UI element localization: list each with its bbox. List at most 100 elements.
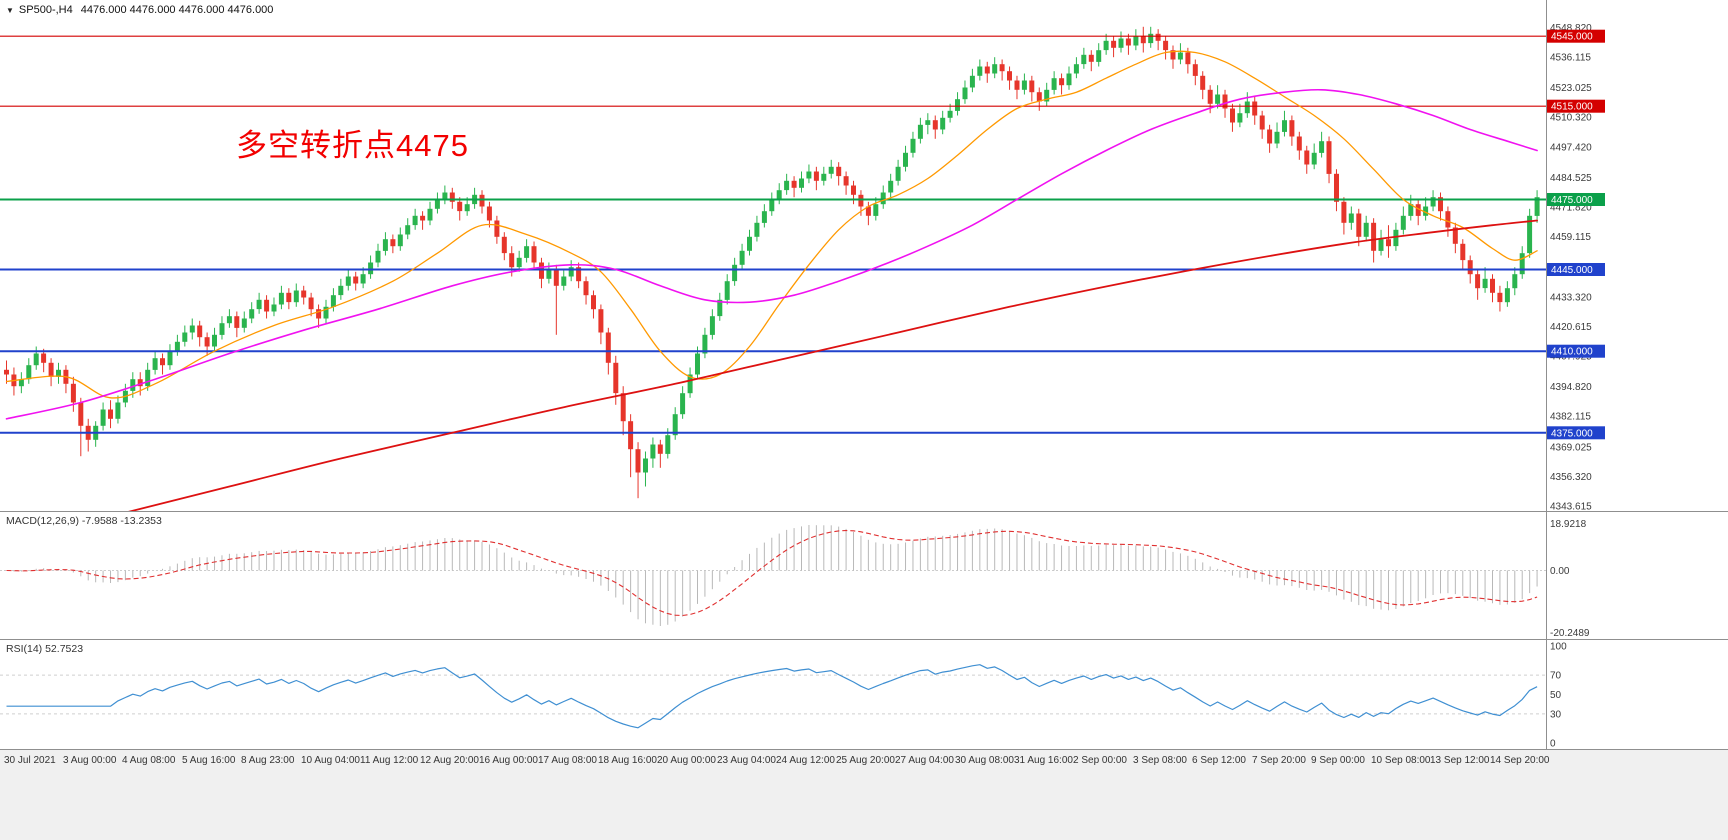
price-axis-label: 4523.025 — [1550, 83, 1592, 94]
candle-body — [851, 185, 856, 195]
candle-body — [992, 64, 998, 74]
candle-body — [717, 299, 723, 317]
price-level-badge-label: 4445.000 — [1551, 265, 1593, 276]
price-level-badge-label: 4545.000 — [1551, 32, 1593, 43]
price-axis-label: 4548.820 — [1550, 23, 1592, 34]
time-axis-label: 4 Aug 08:00 — [122, 755, 176, 766]
candle-body — [212, 334, 217, 347]
candle-body — [323, 306, 329, 319]
candle-body — [1192, 64, 1198, 76]
price-axis[interactable]: 4548.820 4536.115 4523.025 4510.320 4497.420… — [1547, 23, 1605, 511]
candle-body — [264, 299, 270, 312]
candle-body — [390, 239, 396, 247]
candle-body — [516, 257, 522, 268]
candle-body — [1096, 50, 1102, 62]
candle-body — [1296, 136, 1302, 151]
time-axis-label: 6 Sep 12:00 — [1192, 755, 1246, 766]
ohlc-readout: 4476.000 4476.000 4476.000 4476.000 — [80, 4, 274, 16]
candle-body — [813, 171, 819, 181]
candle-body — [1051, 78, 1057, 90]
candle-body — [1504, 288, 1510, 303]
candle-body — [1252, 101, 1258, 116]
price-axis-label: 4459.115 — [1550, 232, 1591, 243]
candle-body — [1393, 229, 1399, 247]
candle-body — [1460, 243, 1466, 261]
price-axis-label: 4343.615 — [1550, 502, 1592, 511]
candle-body — [955, 99, 960, 111]
rsi-indicator-pane[interactable]: 100 70 50 30 0 — [0, 640, 1728, 749]
time-axis-label: 24 Aug 12:00 — [776, 755, 835, 766]
pane-separator[interactable] — [0, 749, 1728, 750]
chart-header: ▼ SP500-,H4 4476.000 4476.000 4476.000 447… — [6, 4, 273, 16]
candle-body — [375, 250, 381, 263]
candle-body — [1356, 213, 1362, 237]
rsi-axis-label: 30 — [1550, 709, 1562, 720]
candle-body — [709, 316, 715, 335]
candle-body — [234, 316, 240, 328]
candle-body — [643, 458, 648, 473]
candle-body — [531, 246, 537, 263]
candle-body — [613, 362, 619, 394]
candle-body — [1103, 40, 1109, 51]
macd-axis[interactable]: 18.9218 0.00 -20.2489 — [1550, 519, 1590, 639]
price-chart-pane[interactable]: 4548.820 4536.115 4523.025 4510.320 4497.420… — [0, 0, 1728, 511]
candle-body — [1282, 120, 1287, 132]
candle-body — [338, 285, 344, 296]
candle-body — [836, 166, 842, 177]
candle-body — [241, 318, 247, 328]
candle-body — [1222, 94, 1228, 109]
rsi-indicator-label: RSI(14) 52.7523 — [6, 643, 84, 655]
candle-body — [1497, 292, 1503, 303]
candle-body — [776, 190, 782, 200]
candle-body — [226, 316, 232, 324]
candle-body — [249, 309, 255, 319]
price-axis-label: 4356.320 — [1550, 472, 1592, 483]
price-level-badge-label: 4410.000 — [1551, 347, 1593, 358]
candle-body — [561, 276, 567, 286]
candle-body — [1044, 89, 1050, 102]
candle-body — [1244, 101, 1250, 114]
candle-body — [1289, 120, 1295, 137]
collapse-triangle-icon[interactable]: ▼ — [6, 6, 14, 15]
time-axis-label: 12 Aug 20:00 — [420, 755, 479, 766]
candle-body — [977, 66, 983, 76]
candle-body — [1118, 38, 1124, 48]
candle-body — [420, 215, 426, 221]
time-axis-label: 17 Aug 08:00 — [538, 755, 597, 766]
candle-body — [932, 120, 938, 130]
candle-body — [591, 295, 596, 310]
candle-body — [1259, 115, 1265, 130]
candle-body — [1177, 52, 1183, 60]
candle-body — [457, 201, 463, 212]
candle-body — [70, 383, 76, 403]
candle-body — [1215, 94, 1221, 104]
candle-body — [1490, 278, 1495, 293]
candle-body — [576, 267, 582, 282]
candle-body — [628, 421, 634, 450]
candle-body — [1007, 71, 1012, 81]
candle-body — [509, 253, 515, 268]
candle-body — [115, 402, 121, 419]
time-axis[interactable]: 30 Jul 2021 3 Aug 00:00 4 Aug 08:00 5 Aug 1… — [0, 750, 1728, 840]
candle-body — [821, 173, 827, 181]
candle-body — [605, 332, 611, 363]
pane-separator[interactable] — [0, 511, 1728, 512]
candle-body — [769, 199, 775, 212]
time-axis-label: 14 Sep 20:00 — [1490, 755, 1550, 766]
price-axis-label: 4536.115 — [1550, 52, 1591, 63]
pane-separator[interactable] — [0, 639, 1728, 640]
candle-body — [1125, 38, 1131, 46]
candle-body — [665, 435, 671, 454]
time-axis-label: 20 Aug 00:00 — [657, 755, 716, 766]
macd-indicator-pane[interactable]: 18.9218 0.00 -20.2489 — [0, 512, 1728, 639]
candle-body — [1207, 89, 1213, 104]
time-axis-label: 16 Aug 00:00 — [479, 755, 538, 766]
candle-body — [1400, 215, 1406, 230]
candle-body — [687, 374, 693, 394]
annotation-text[interactable]: 多空转折点4475 — [236, 128, 469, 163]
horizontal-lines-layer[interactable] — [0, 35, 1546, 434]
candle-body — [784, 180, 790, 191]
candle-body — [464, 204, 470, 212]
rsi-axis[interactable]: 100 70 50 30 0 — [1550, 642, 1567, 750]
candle-body — [1438, 197, 1443, 212]
